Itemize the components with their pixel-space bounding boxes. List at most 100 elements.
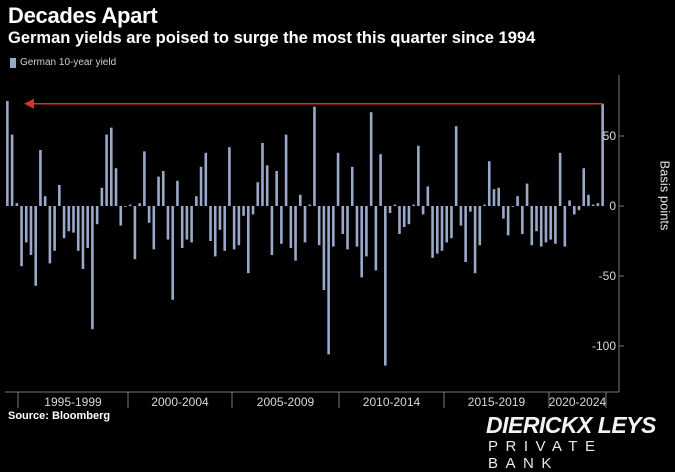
bar [218,206,222,230]
bar [322,206,326,290]
bar [473,206,477,274]
bar [516,196,519,206]
bar [86,206,89,248]
bar [384,206,387,366]
bar [459,206,463,226]
bar [180,206,184,248]
x-tick-label: 2020-2024 [549,395,607,409]
bar [511,206,515,207]
bar [506,206,510,236]
bar [350,166,354,206]
bar [95,206,99,225]
bar [223,206,226,251]
x-tick-label: 1995-1999 [44,395,102,409]
bar [469,206,472,212]
bar [502,206,505,219]
y-axis-label: Basis points [657,160,673,231]
bar [100,187,104,206]
x-tick-label: 2000-2004 [151,395,209,409]
annotation-arrow-head [24,98,34,109]
brand-logo-tagline: PRIVATE BANK [488,438,603,472]
bar [407,206,411,225]
bar [110,127,113,206]
bar [29,206,33,255]
bar [166,206,170,240]
axes-group: 50 0 -50 -100 1995-1999 2000-2004 2005-2009 201… [5,75,624,409]
bar [539,206,543,247]
bar [133,206,137,260]
bar [124,206,127,207]
bar [336,152,340,206]
bar [62,206,66,239]
bar [232,206,236,250]
bar [43,196,47,206]
bar [67,206,71,232]
legend-swatch [10,57,16,68]
bar [478,206,482,246]
bar [213,206,217,257]
bar [298,194,302,206]
bar [402,206,406,227]
bar [119,206,123,226]
bar [454,126,458,206]
bar [596,203,600,206]
bar [327,206,330,355]
legend-label: German 10-year yield [20,57,117,68]
bar [554,206,557,244]
bar [228,147,231,206]
bar [398,206,401,234]
bar [426,186,430,206]
y-tick-label: -100 [592,339,616,353]
bar [464,206,467,262]
bar [256,182,260,206]
source-note: Source: Bloomberg [8,410,111,422]
bar [445,206,449,243]
bar [355,206,359,247]
bar [568,200,571,206]
bar [147,206,151,223]
bar [544,206,548,243]
bar [114,168,118,206]
bar [15,203,19,206]
bar [360,206,363,278]
bar [199,166,203,206]
bar [176,180,179,206]
bar [497,187,500,206]
bar [435,206,439,254]
bar [303,206,307,243]
bar [492,189,496,206]
bar [185,206,189,240]
bar [275,171,278,206]
bar [72,206,75,233]
bar [270,206,274,255]
bar [440,206,444,251]
bar [171,206,175,300]
bar [161,171,165,206]
bar [341,206,345,234]
brand-logo-name: DIERICKX LEYS [486,412,656,438]
bar [280,206,283,244]
bar [483,204,486,206]
bar [204,152,208,206]
bar [572,206,576,215]
bar [48,206,52,264]
x-tick-label: 2005-2009 [257,395,315,409]
bar [24,206,28,243]
bar [91,206,94,330]
bar [374,206,378,271]
bar [294,206,297,261]
bar [450,206,453,239]
bar [261,143,264,206]
bar [143,151,146,206]
y-tick-label: -50 [599,269,617,283]
bar [237,206,241,246]
bars-group [6,101,604,366]
bar [577,206,581,211]
legend: German 10-year yield [10,57,116,68]
bar [563,206,567,247]
bar [487,161,491,206]
bar [265,165,269,206]
y-tick-label: 50 [603,129,617,143]
bar [76,206,80,251]
bar [34,206,38,286]
